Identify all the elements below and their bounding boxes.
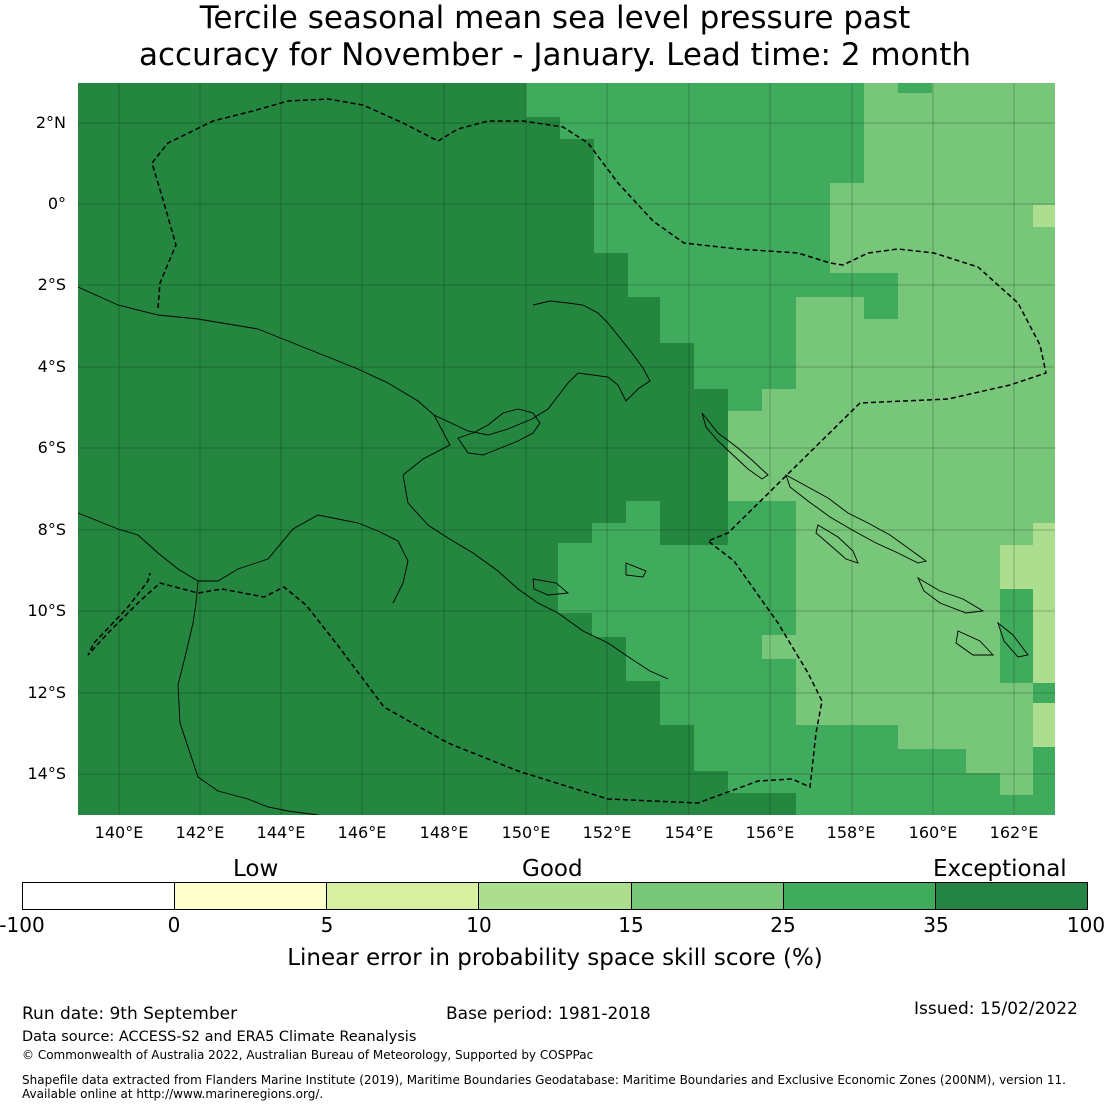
colorbar-category-low: Low — [233, 856, 279, 882]
colorbar-label: Linear error in probability space skill … — [287, 945, 823, 971]
colorbar — [22, 882, 1088, 910]
lon-tick-label: 146°E — [337, 823, 387, 842]
title-line-2: accuracy for November - January. Lead ti… — [138, 37, 972, 73]
colorbar-segment — [479, 883, 632, 909]
skill-region-10-15 — [1000, 523, 1055, 683]
shapefile-credit-line-2: Available online at http://www.marinereg… — [22, 1087, 324, 1101]
skill-region-10-15 — [1033, 703, 1055, 747]
skill-patch-exceptional — [660, 343, 694, 365]
lat-tick-label: 8°S — [37, 520, 66, 539]
base-period: Base period: 1981-2018 — [446, 1004, 651, 1024]
skill-region-10-15 — [1033, 205, 1055, 227]
skill-patch-25-35 — [830, 725, 898, 749]
lon-tick-label: 152°E — [582, 823, 632, 842]
colorbar-tick: 100 — [1066, 913, 1106, 937]
colorbar-segment — [631, 883, 784, 909]
lat-tick-label: 6°S — [37, 438, 66, 457]
colorbar-segment — [175, 883, 328, 909]
lon-tick-label: 142°E — [175, 823, 225, 842]
run-date: Run date: 9th September — [22, 1004, 238, 1024]
lat-tick-label: 4°S — [37, 357, 66, 376]
lon-tick-label: 154°E — [664, 823, 714, 842]
lon-tick-label: 148°E — [419, 823, 469, 842]
lat-tick-label: 2°S — [37, 275, 66, 294]
lat-tick-label: 14°S — [27, 764, 66, 783]
title-line-1: Tercile seasonal mean sea level pressure… — [199, 0, 911, 36]
map-title: Tercile seasonal mean sea level pressure… — [0, 0, 1110, 74]
colorbar-segment — [23, 883, 176, 909]
skill-patch-25-35 — [830, 273, 898, 297]
colorbar-segment — [327, 883, 480, 909]
issued-date: Issued: 15/02/2022 — [914, 999, 1078, 1019]
skill-patch-exceptional — [694, 455, 728, 545]
map-canvas — [78, 83, 1055, 815]
lat-tick-label: 10°S — [27, 601, 66, 620]
skill-patch-25-35 — [864, 297, 898, 319]
copyright-notice: © Commonwealth of Australia 2022, Austra… — [22, 1048, 594, 1062]
skill-score-map — [78, 83, 1055, 815]
coastlines — [78, 286, 1029, 815]
lon-tick-label: 140°E — [94, 823, 144, 842]
lon-tick-label: 158°E — [826, 823, 876, 842]
colorbar-segment — [783, 883, 936, 909]
colorbar-tick: 10 — [466, 913, 492, 937]
colorbar-category-good: Good — [522, 856, 583, 882]
colorbar-tick: -100 — [0, 913, 45, 937]
colorbar-category-exceptional: Exceptional — [933, 856, 1067, 882]
map-gridlines — [78, 83, 1055, 815]
lon-tick-label: 144°E — [256, 823, 306, 842]
colorbar-tick: 0 — [167, 913, 181, 937]
lat-tick-label: 12°S — [27, 683, 66, 702]
lat-tick-label: 0° — [47, 194, 66, 213]
skill-region-15-25 — [728, 83, 1055, 795]
shapefile-credit-line-1: Shapefile data extracted from Flanders M… — [22, 1073, 1066, 1087]
colorbar-tick: 15 — [618, 913, 644, 937]
lon-tick-label: 160°E — [908, 823, 958, 842]
lat-tick-label: 2°N — [35, 113, 66, 132]
skill-patch-exceptional — [660, 501, 694, 545]
colorbar-tick: 35 — [923, 913, 949, 937]
colorbar-tick: 25 — [770, 913, 796, 937]
lon-tick-label: 162°E — [989, 823, 1039, 842]
data-source: Data source: ACCESS-S2 and ERA5 Climate … — [22, 1029, 417, 1045]
lon-tick-label: 150°E — [501, 823, 551, 842]
colorbar-tick: 5 — [320, 913, 334, 937]
colorbar-segment — [935, 883, 1087, 909]
lon-tick-label: 156°E — [745, 823, 795, 842]
eez-boundary — [87, 98, 1047, 804]
